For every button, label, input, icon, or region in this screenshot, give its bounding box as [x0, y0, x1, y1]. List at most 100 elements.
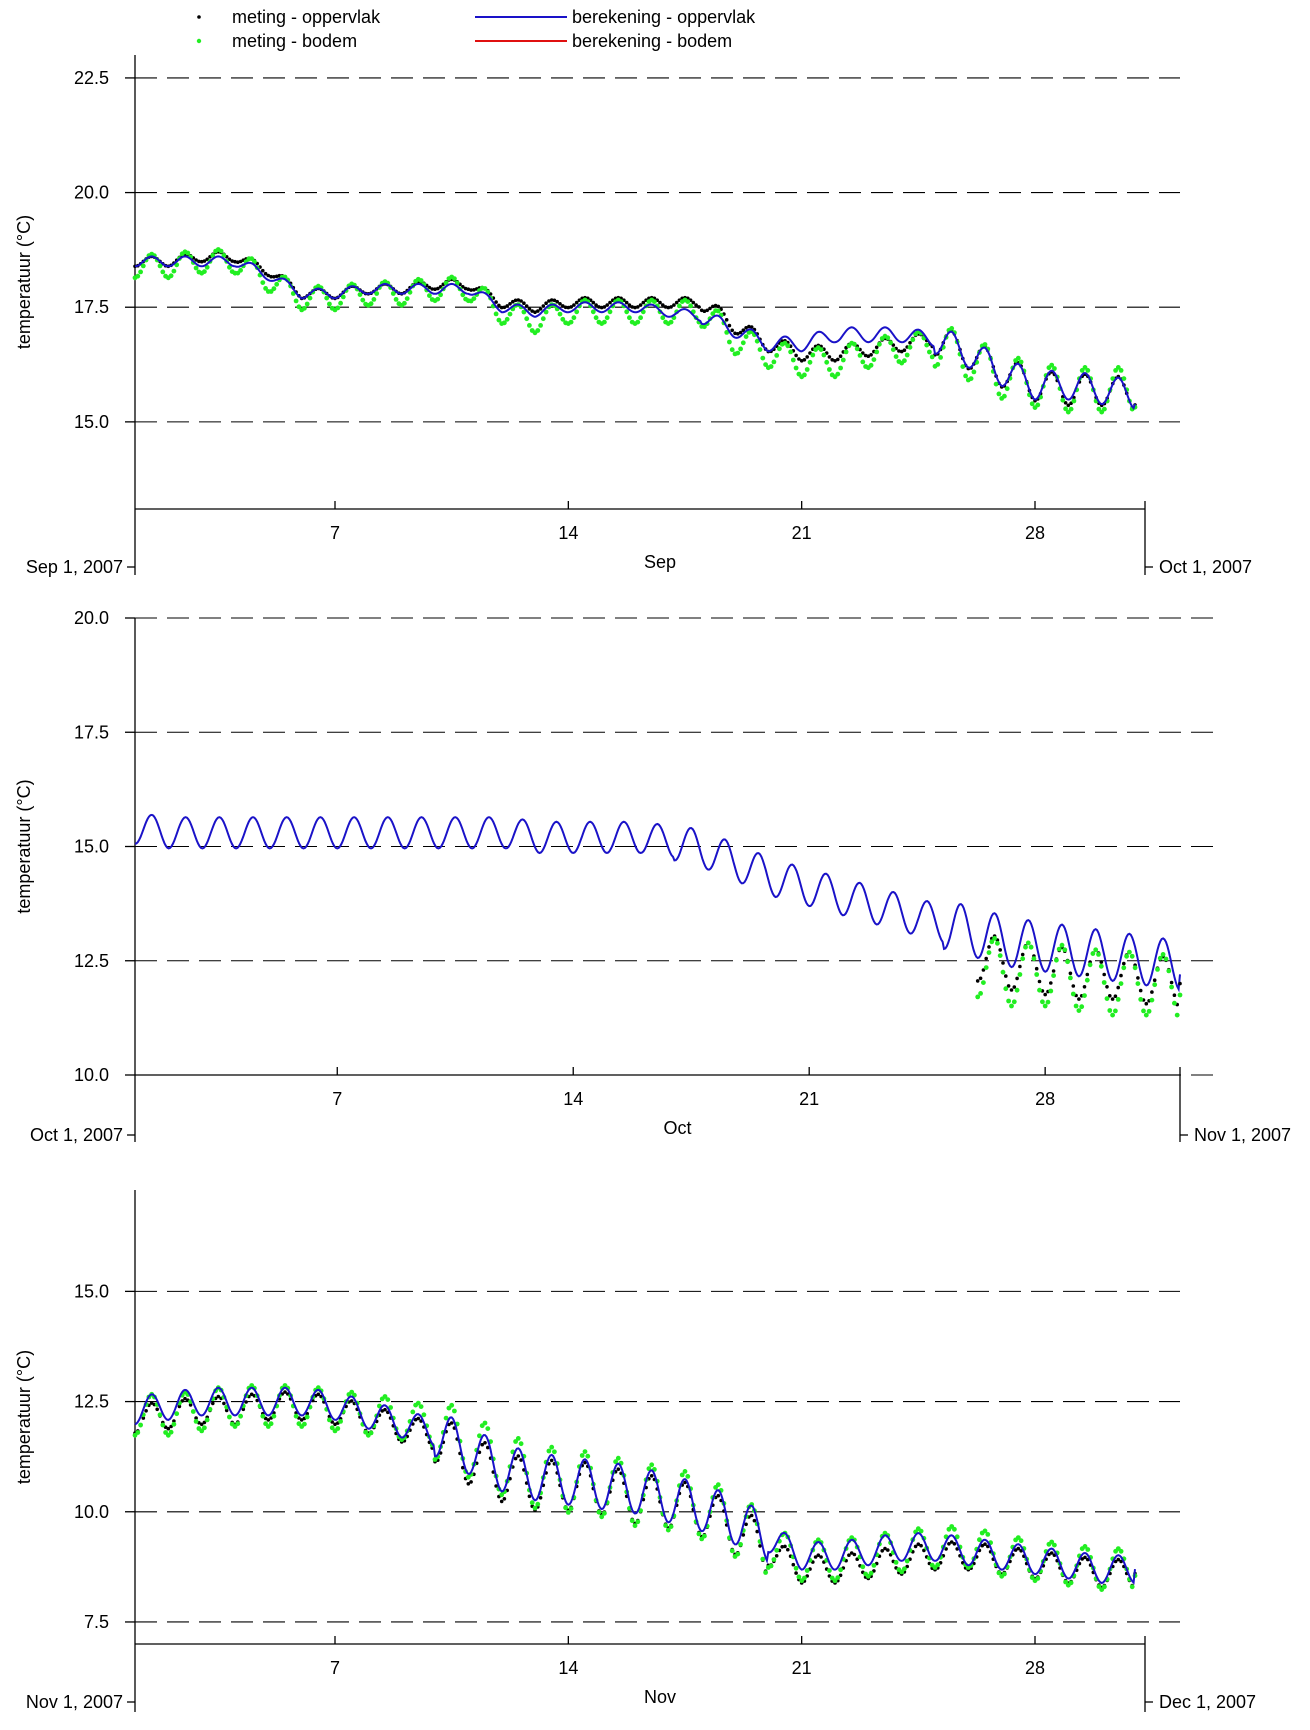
data-point — [705, 308, 709, 313]
data-point — [710, 311, 716, 317]
data-point — [989, 939, 995, 945]
data-point — [274, 274, 279, 279]
legend-dot-meting-bodem — [196, 38, 202, 44]
data-point — [202, 1420, 207, 1425]
data-point — [638, 303, 643, 307]
data-point — [435, 296, 441, 302]
data-point — [749, 1513, 754, 1518]
data-point — [238, 267, 244, 273]
data-point — [227, 264, 232, 270]
data-point — [1040, 999, 1045, 1005]
data-point — [463, 286, 468, 291]
data-point — [1110, 997, 1115, 1001]
data-point — [1043, 992, 1047, 997]
data-point — [497, 303, 501, 308]
data-point — [335, 1426, 341, 1431]
data-point — [716, 1493, 721, 1498]
data-point — [547, 299, 551, 303]
data-point — [261, 268, 265, 273]
data-point — [1115, 365, 1121, 370]
data-point — [840, 357, 846, 363]
data-point — [1014, 987, 1020, 993]
data-point — [260, 280, 266, 285]
data-point — [263, 286, 268, 291]
legend-dot-meting-oppervlak — [197, 15, 201, 19]
data-point — [890, 347, 896, 352]
data-point — [902, 358, 907, 364]
data-point — [696, 1531, 702, 1537]
data-point — [633, 305, 637, 310]
data-point — [807, 359, 813, 365]
data-point — [760, 1556, 766, 1562]
data-point — [685, 1474, 691, 1479]
legend-label-meting-bodem: meting - bodem — [232, 31, 357, 51]
data-point — [452, 276, 457, 281]
data-point — [210, 253, 216, 258]
data-point — [230, 259, 234, 263]
data-point — [883, 1546, 887, 1551]
data-point — [1068, 971, 1073, 976]
data-point — [582, 1449, 588, 1454]
data-point — [193, 265, 199, 271]
data-point — [997, 953, 1003, 958]
data-point — [929, 354, 935, 360]
data-point — [1102, 406, 1107, 412]
data-point — [483, 1441, 487, 1445]
data-point — [624, 300, 629, 305]
data-point — [1065, 409, 1071, 415]
data-point — [333, 1422, 337, 1427]
data-point — [1132, 965, 1138, 971]
data-point — [269, 274, 273, 279]
data-point — [1016, 1546, 1021, 1551]
data-point — [1108, 994, 1112, 998]
data-point — [1083, 1555, 1087, 1560]
data-point — [540, 316, 546, 322]
legend-label-berekening-bodem: berekening - bodem — [572, 31, 732, 51]
data-point — [613, 1459, 618, 1465]
data-point — [1127, 949, 1132, 955]
data-point — [880, 1549, 884, 1553]
data-point — [410, 1409, 416, 1415]
data-point — [293, 1413, 299, 1419]
data-point — [174, 1411, 180, 1417]
data-point — [357, 292, 363, 297]
data-point — [569, 305, 573, 309]
data-point — [596, 1509, 602, 1515]
data-point — [527, 323, 532, 328]
data-point — [138, 1422, 144, 1428]
data-point — [749, 325, 754, 329]
data-point — [255, 1398, 259, 1403]
data-point — [838, 1567, 843, 1573]
data-point — [1020, 956, 1026, 962]
data-point — [274, 281, 280, 287]
y-tick-label: 17.5 — [74, 297, 109, 317]
data-point — [563, 305, 568, 310]
data-point — [954, 1534, 960, 1540]
data-point — [599, 305, 604, 310]
data-point — [563, 1505, 568, 1511]
data-point — [821, 352, 827, 358]
data-point — [763, 1570, 768, 1575]
data-point — [993, 381, 999, 387]
data-point — [1051, 969, 1056, 973]
data-point — [338, 300, 343, 306]
data-point — [271, 1413, 277, 1419]
data-point — [1018, 359, 1024, 365]
data-point — [1047, 1552, 1051, 1557]
data-point — [166, 1426, 171, 1431]
data-point — [780, 1545, 784, 1549]
data-point — [466, 287, 471, 292]
data-point — [1121, 376, 1127, 381]
data-point — [635, 1519, 641, 1525]
data-point — [141, 1416, 146, 1420]
data-point — [641, 300, 646, 305]
data-point — [1093, 947, 1099, 953]
data-point — [505, 304, 510, 308]
data-point — [565, 1510, 571, 1515]
data-point — [1146, 1008, 1152, 1014]
data-point — [980, 1543, 984, 1548]
data-point — [283, 1390, 287, 1394]
data-point — [666, 305, 671, 310]
data-point — [574, 300, 579, 305]
data-point — [1006, 984, 1011, 988]
